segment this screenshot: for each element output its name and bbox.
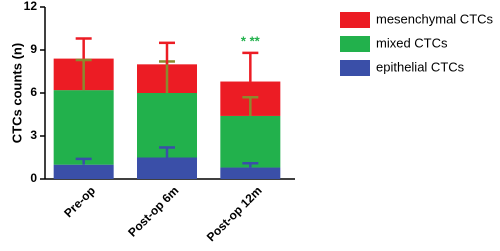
x-tick-label: Post-op 12m <box>204 183 265 244</box>
y-tick-label: 12 <box>24 0 38 13</box>
x-tick-label: Post-op 6m <box>125 183 181 239</box>
y-tick-label: 6 <box>30 85 37 99</box>
y-tick-label: 3 <box>30 128 37 142</box>
y-tick-label: 9 <box>30 42 37 56</box>
bar-segment <box>220 167 281 179</box>
legend-label: epithelial CTCs <box>376 59 465 74</box>
error-bar <box>159 41 175 65</box>
bar-segment <box>220 115 281 168</box>
error-bar <box>242 161 259 168</box>
legend-swatch <box>340 36 370 52</box>
bar-segment <box>53 90 114 165</box>
error-bar <box>75 58 92 91</box>
y-tick-label: 0 <box>30 171 37 185</box>
bar-segment <box>137 157 197 179</box>
y-axis-label: CTCs counts (n) <box>9 43 24 143</box>
x-tick-label: Pre-op <box>61 183 98 220</box>
error-bar <box>242 51 259 82</box>
error-bar <box>242 96 259 116</box>
annotation: * ** <box>241 33 261 48</box>
error-bar <box>159 146 175 158</box>
error-bar <box>75 157 92 165</box>
legend-swatch <box>340 60 370 76</box>
legend-label: mixed CTCs <box>376 35 448 50</box>
bar-segment <box>53 164 114 179</box>
error-bar <box>75 37 92 59</box>
legend-label: mesenchymal CTCs <box>376 11 494 26</box>
legend-swatch <box>340 12 370 28</box>
